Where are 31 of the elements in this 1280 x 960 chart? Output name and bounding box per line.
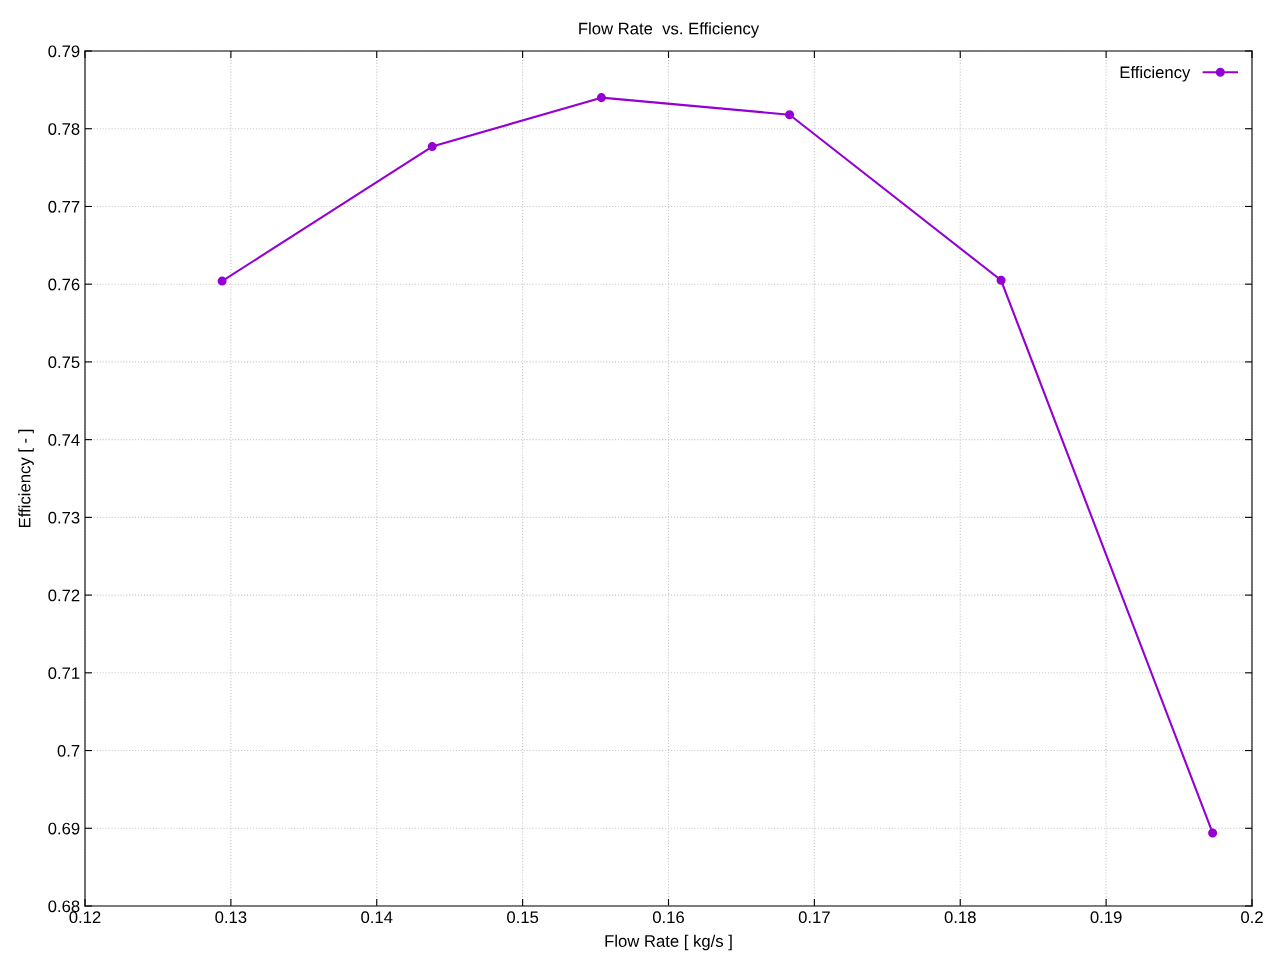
point: [217, 276, 227, 286]
y-tick-label: 0.79: [48, 45, 80, 58]
point: [427, 142, 437, 152]
point: [996, 275, 1006, 285]
y-axis-title: Efficiency [ - ]: [18, 429, 34, 527]
point: [1208, 828, 1218, 838]
x-tick-label: 0.15: [507, 911, 539, 924]
y-tick-label: 0.76: [48, 278, 80, 291]
y-tick-label: 0.73: [48, 511, 80, 524]
y-tick-label: 0.71: [48, 667, 80, 680]
y-tick-label: 0.69: [48, 822, 80, 835]
x-tick-label: 0.2: [1241, 911, 1263, 924]
y-tick-label: 0.78: [48, 123, 80, 135]
point: [596, 93, 606, 103]
y-tick-label: 0.72: [48, 589, 80, 602]
y-tick-label: 0.74: [48, 434, 80, 446]
x-tick-label: 0.16: [652, 911, 684, 924]
x-tick-label: 0.13: [215, 911, 247, 924]
x-tick-label: 0.18: [944, 911, 976, 924]
chart-title: Flow Rate vs. Efficiency: [579, 22, 760, 38]
x-tick-label: 0.14: [361, 911, 393, 924]
x-tick-label: 0.19: [1090, 911, 1122, 924]
legend-label: Efficiency: [1120, 66, 1191, 82]
y-tick-label: 0.68: [48, 900, 80, 913]
x-axis-title: Flow Rate [ kg/s ]: [605, 934, 732, 951]
y-tick-label: 0.75: [48, 356, 80, 369]
y-tick-label: 0.7: [57, 744, 80, 757]
y-tick-label: 0.77: [48, 200, 80, 213]
x-tick-label: 0.17: [798, 911, 830, 924]
x-tick-label: 0.12: [69, 911, 101, 924]
point: [785, 110, 795, 120]
